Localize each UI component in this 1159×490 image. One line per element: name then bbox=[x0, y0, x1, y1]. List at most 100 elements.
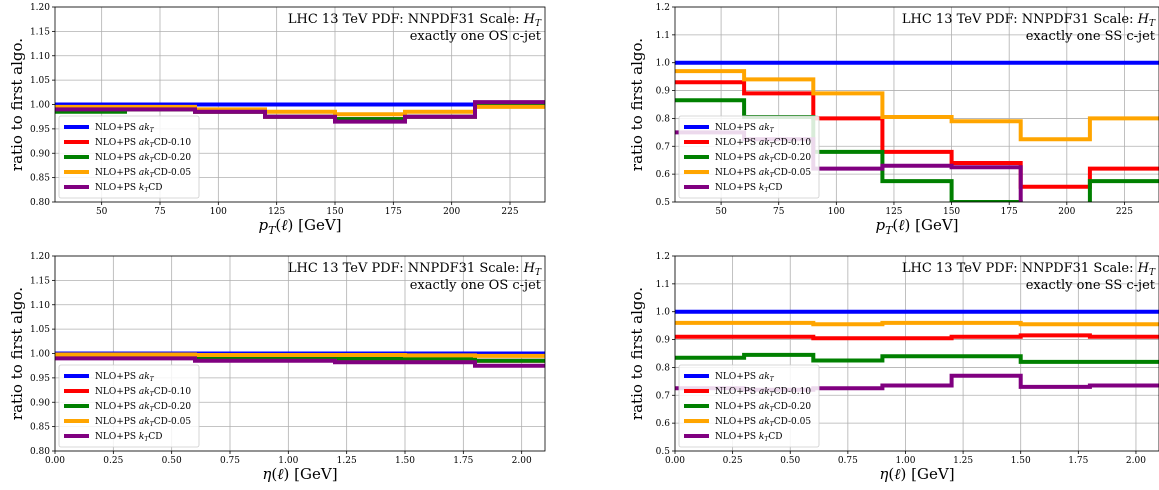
legend-entry-1: NLO+PS akT​ bbox=[95, 372, 155, 383]
legend-entry-2: NLO+PS akT​CD-0.10 bbox=[715, 138, 811, 149]
axes-frame bbox=[674, 6, 1159, 203]
y-tick-label: 0.6 bbox=[656, 170, 671, 180]
y-tick-label: 1.10 bbox=[30, 52, 50, 62]
x-tick-label: 50 bbox=[96, 207, 108, 217]
legend-entry-5: NLO+PS kT​CD bbox=[95, 183, 162, 194]
legend-box bbox=[58, 364, 200, 448]
y-tick-label: 0.9 bbox=[656, 336, 671, 346]
x-tick-label: 0.00 bbox=[45, 456, 65, 466]
x-tick-label: 50 bbox=[715, 207, 727, 217]
y-tick-label: 1.15 bbox=[30, 276, 50, 286]
x-tick-label: 200 bbox=[1058, 207, 1075, 217]
annotation-line-1: LHC 13 TeV PDF: NNPDF31 Scale: HT​ bbox=[288, 261, 542, 278]
legend-entry-5: NLO+PS kT​CD bbox=[715, 432, 782, 443]
x-axis-label: pT​(ℓ) [GeV] bbox=[875, 216, 958, 237]
series-group bbox=[55, 100, 545, 124]
y-axis-label: ratio to first algo. bbox=[628, 287, 646, 420]
x-axis-label: pT​(ℓ) [GeV] bbox=[258, 216, 341, 237]
chart-panel-1: 50 75 100 125 150 175 200 225 0.80 0.85 0.90 0.95 1.… bbox=[8, 3, 546, 237]
x-tick-label: 75 bbox=[773, 207, 785, 217]
x-tick-label: 0.00 bbox=[665, 456, 685, 466]
legend: NLO+PS akT​ NLO+PS akT​CD-0.10 NLO+PS akT​… bbox=[58, 115, 200, 199]
legend-entry-2: NLO+PS akT​CD-0.10 bbox=[95, 387, 191, 398]
x-tick-label: 1.50 bbox=[395, 456, 415, 466]
series-line-2 bbox=[675, 333, 1159, 341]
series-line-4 bbox=[675, 320, 1159, 327]
annotation-line-2: exactly one SS c-jet bbox=[1026, 29, 1156, 44]
y-tick-label: 1.0 bbox=[656, 308, 671, 318]
y-tick-label: 1.2 bbox=[656, 252, 670, 262]
y-axis-label: ratio to first algo. bbox=[8, 287, 26, 420]
x-tick-label: 1.75 bbox=[453, 456, 473, 466]
legend-entry-4: NLO+PS akT​CD-0.05 bbox=[95, 417, 191, 428]
x-tick-label: 225 bbox=[501, 207, 518, 217]
annotation-line-2: exactly one SS c-jet bbox=[1026, 278, 1156, 293]
axes-frame bbox=[674, 255, 1159, 452]
series-line-4 bbox=[55, 352, 545, 358]
y-tick-label: 0.85 bbox=[30, 423, 50, 433]
x-tick-label: 125 bbox=[885, 207, 902, 217]
y-tick-label: 1.1 bbox=[656, 31, 670, 41]
series-line-4 bbox=[675, 69, 1159, 142]
y-tick-label: 0.6 bbox=[656, 419, 671, 429]
legend-entry-1: NLO+PS akT​ bbox=[715, 123, 775, 134]
y-tick-label: 0.90 bbox=[30, 398, 50, 408]
legend-entry-1: NLO+PS akT​ bbox=[95, 123, 155, 134]
y-tick-label: 1.05 bbox=[30, 76, 50, 86]
y-tick-label: 1.20 bbox=[30, 3, 50, 13]
legend-box bbox=[678, 364, 820, 448]
x-tick-label: 1.25 bbox=[953, 456, 973, 466]
legend-entry-3: NLO+PS akT​CD-0.20 bbox=[715, 402, 811, 413]
legend-entry-3: NLO+PS akT​CD-0.20 bbox=[95, 153, 191, 164]
y-tick-label: 1.20 bbox=[30, 252, 50, 262]
x-tick-label: 125 bbox=[268, 207, 285, 217]
annotation-line-1: LHC 13 TeV PDF: NNPDF31 Scale: HT​ bbox=[902, 261, 1156, 278]
y-tick-label: 0.7 bbox=[656, 391, 671, 401]
y-axis-label: ratio to first algo. bbox=[8, 38, 26, 171]
legend-entry-4: NLO+PS akT​CD-0.05 bbox=[715, 417, 811, 428]
legend-box bbox=[678, 115, 820, 199]
y-tick-label: 0.9 bbox=[656, 87, 671, 97]
y-tick-label: 0.90 bbox=[30, 149, 50, 159]
y-tick-label: 1.00 bbox=[30, 350, 50, 360]
y-tick-label: 0.95 bbox=[30, 125, 50, 135]
x-tick-label: 175 bbox=[385, 207, 402, 217]
y-tick-label: 0.8 bbox=[656, 363, 671, 373]
x-tick-label: 1.75 bbox=[1068, 456, 1088, 466]
annotation-line-2: exactly one OS c-jet bbox=[410, 29, 542, 44]
legend-entry-5: NLO+PS kT​CD bbox=[95, 432, 162, 443]
legend-entry-2: NLO+PS akT​CD-0.10 bbox=[715, 387, 811, 398]
x-tick-label: 0.25 bbox=[103, 456, 123, 466]
y-tick-label: 1.1 bbox=[656, 280, 670, 290]
x-tick-label: 2.00 bbox=[1126, 456, 1146, 466]
legend: NLO+PS akT​ NLO+PS akT​CD-0.10 NLO+PS akT​… bbox=[58, 364, 200, 448]
x-tick-label: 0.50 bbox=[162, 456, 182, 466]
x-tick-label: 2.00 bbox=[512, 456, 532, 466]
x-tick-label: 0.50 bbox=[780, 456, 800, 466]
x-tick-label: 1.25 bbox=[337, 456, 357, 466]
series-line-5 bbox=[55, 100, 545, 124]
annotation-line-1: LHC 13 TeV PDF: NNPDF31 Scale: HT​ bbox=[288, 12, 542, 29]
x-axis-label: η(ℓ) [GeV] bbox=[879, 465, 954, 483]
series-group bbox=[55, 351, 545, 368]
annotation-line-2: exactly one OS c-jet bbox=[410, 278, 542, 293]
y-tick-label: 0.5 bbox=[656, 447, 671, 457]
y-axis-label: ratio to first algo. bbox=[628, 38, 646, 171]
legend-entry-1: NLO+PS akT​ bbox=[715, 372, 775, 383]
chart-panel-3: 0.00 0.25 0.50 0.75 1.00 1.25 1.50 1.75 2.00 0.80… bbox=[8, 252, 546, 483]
x-tick-label: 1.50 bbox=[1011, 456, 1031, 466]
series-line-5 bbox=[55, 356, 545, 368]
legend-entry-4: NLO+PS akT​CD-0.05 bbox=[715, 168, 811, 179]
annotation-line-1: LHC 13 TeV PDF: NNPDF31 Scale: HT​ bbox=[902, 12, 1156, 29]
y-tick-label: 1.00 bbox=[30, 101, 50, 111]
x-axis-label: η(ℓ) [GeV] bbox=[262, 465, 337, 483]
x-tick-label: 150 bbox=[943, 207, 960, 217]
legend: NLO+PS akT​ NLO+PS akT​CD-0.10 NLO+PS akT​… bbox=[678, 115, 820, 199]
y-tick-label: 1.2 bbox=[656, 3, 670, 13]
y-tick-label: 1.0 bbox=[656, 59, 671, 69]
chart-panel-4: 0.00 0.25 0.50 0.75 1.00 1.25 1.50 1.75 2.00 0.5 0… bbox=[628, 252, 1159, 483]
legend-box bbox=[58, 115, 200, 199]
chart-panel-2: 50 75 100 125 150 175 200 225 0.5 0.6 0.7 0.8 0.9 1.0… bbox=[628, 3, 1159, 237]
y-tick-label: 0.8 bbox=[656, 114, 671, 124]
